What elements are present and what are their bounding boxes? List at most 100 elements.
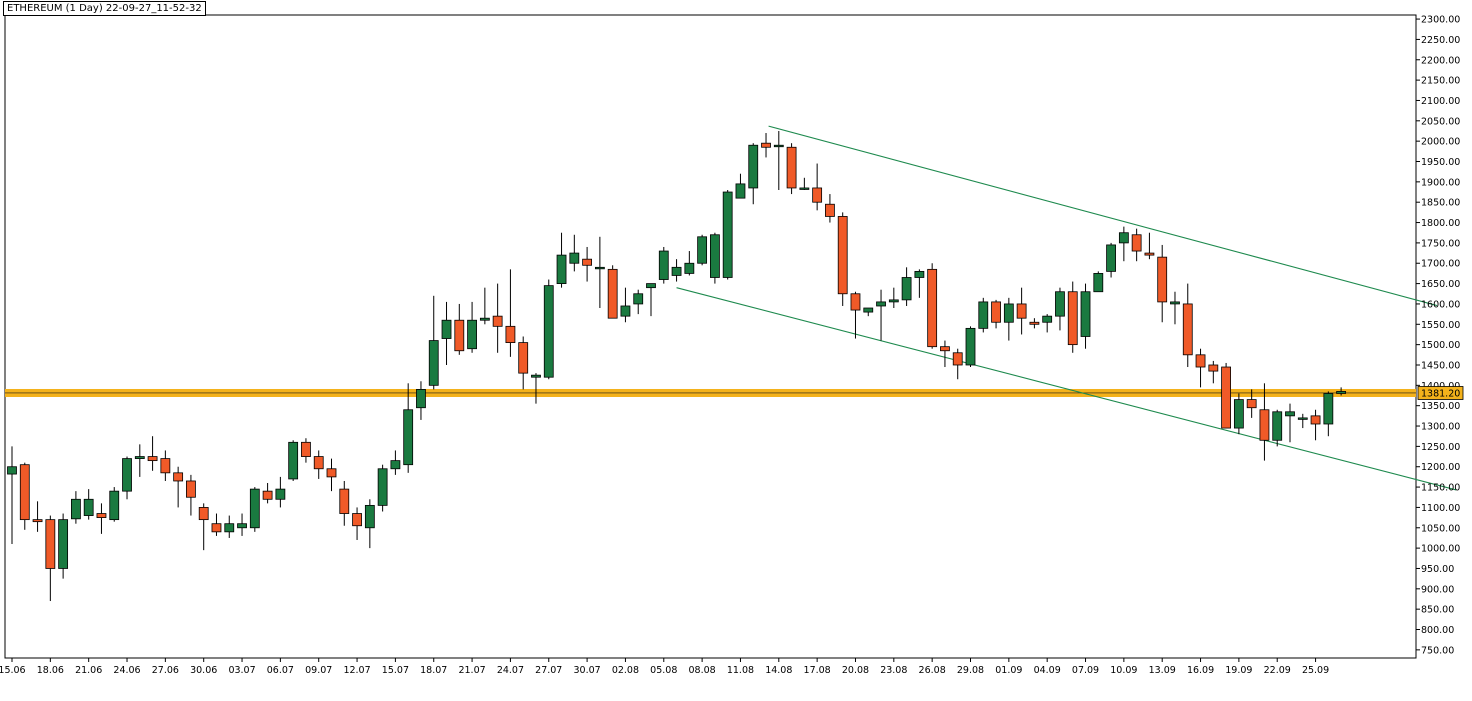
candle (249, 487, 260, 532)
candle (850, 291, 861, 339)
candle (697, 234, 708, 266)
candle-body (1029, 321, 1040, 325)
x-tick-label: 27.06 (152, 665, 179, 676)
candle-body (531, 374, 541, 378)
candle-body (1259, 409, 1270, 441)
candle-body (45, 519, 56, 569)
candle-body (454, 319, 465, 352)
candle (186, 474, 196, 516)
chart-title: ETHEREUM (1 Day) 22-09-27_11-52-32 (3, 1, 206, 16)
candle-body (339, 488, 350, 514)
candle-body (1080, 291, 1091, 337)
candle-body (1285, 411, 1295, 417)
x-tick-label: 04.09 (1034, 665, 1061, 676)
x-tick-label: 25.09 (1302, 665, 1329, 676)
candle (927, 263, 938, 349)
candle (1259, 383, 1270, 461)
candle (1233, 393, 1244, 435)
candle-body (773, 144, 784, 148)
y-tick-label: 800.00 (1421, 625, 1454, 636)
candle-body (646, 283, 656, 289)
candle (441, 301, 452, 365)
candle (940, 340, 950, 368)
candle-body (825, 203, 835, 217)
y-tick-label: 2200.00 (1421, 55, 1460, 66)
candle-body (710, 234, 720, 278)
candle (684, 251, 695, 276)
candle (428, 295, 439, 390)
candle (134, 444, 145, 477)
candle-body (58, 519, 69, 569)
candle (32, 501, 43, 532)
candle (467, 301, 477, 353)
candle (722, 189, 733, 280)
candle (1310, 409, 1321, 441)
y-tick-label: 1500.00 (1421, 340, 1460, 351)
x-tick-label: 21.06 (75, 665, 102, 676)
candle (1016, 287, 1027, 335)
candle (786, 143, 797, 195)
candle-body (1157, 256, 1168, 303)
candle (773, 130, 784, 190)
candle-body (914, 270, 925, 278)
candle (1208, 360, 1219, 384)
candle-body (326, 468, 337, 478)
candle-body (1106, 244, 1116, 272)
candle-body (1336, 391, 1347, 394)
candle-body (313, 456, 324, 470)
candle (1246, 389, 1257, 418)
y-tick-label: 1700.00 (1421, 259, 1460, 270)
candle-body (275, 488, 286, 500)
candle (1221, 362, 1231, 429)
candle (7, 446, 17, 545)
candle-body (799, 187, 810, 190)
y-tick-label: 850.00 (1421, 605, 1454, 616)
candle (211, 513, 222, 536)
candle-body (978, 301, 989, 329)
candle (122, 456, 132, 500)
y-tick-label: 1200.00 (1421, 462, 1460, 473)
candle-body (1067, 291, 1078, 346)
candle (1055, 287, 1065, 331)
y-tick-label: 1450.00 (1421, 360, 1460, 371)
candle (825, 194, 835, 223)
y-tick-label: 1950.00 (1421, 157, 1460, 168)
candle-body (505, 325, 516, 344)
candle-body (991, 301, 1001, 323)
candle-body (109, 490, 120, 521)
x-tick-label: 20.08 (842, 665, 869, 676)
y-tick-label: 1150.00 (1421, 483, 1460, 494)
candle (390, 450, 401, 475)
x-tick-label: 29.08 (957, 665, 984, 676)
candle-body (1093, 273, 1104, 293)
candle-body (160, 458, 171, 474)
candle (1106, 242, 1116, 278)
y-tick-label: 950.00 (1421, 564, 1454, 575)
x-tick-label: 14.08 (765, 665, 792, 676)
y-tick-label: 1600.00 (1421, 299, 1460, 310)
candle (1003, 297, 1014, 341)
candle-body (684, 262, 695, 274)
candle-body (1182, 303, 1193, 356)
candle (620, 287, 631, 323)
candle-body (761, 142, 771, 148)
candle-body (1016, 303, 1027, 319)
x-tick-label: 12.07 (343, 665, 370, 676)
candle (646, 283, 656, 317)
x-tick-label: 11.08 (727, 665, 754, 676)
candle (1323, 391, 1334, 437)
x-tick-label: 19.09 (1225, 665, 1252, 676)
candle-body (607, 268, 618, 319)
candle (748, 143, 759, 205)
candle-body (96, 513, 107, 518)
candle (454, 303, 465, 355)
candle (352, 507, 362, 540)
x-tick-label: 02.08 (612, 665, 639, 676)
candle (224, 515, 235, 538)
y-tick-label: 2000.00 (1421, 137, 1460, 148)
candle (377, 464, 388, 512)
candle-body (901, 277, 912, 301)
candle-body (863, 307, 874, 313)
candle-body (1323, 393, 1334, 425)
